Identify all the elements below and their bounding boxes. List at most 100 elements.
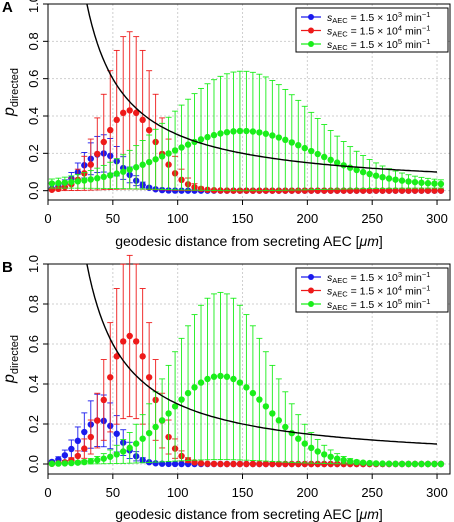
data-point xyxy=(314,150,321,158)
data-point xyxy=(74,178,82,185)
data-point xyxy=(262,130,270,137)
data-point xyxy=(113,116,120,124)
data-point xyxy=(197,136,205,143)
y-tick-label: 0.8 xyxy=(26,295,41,313)
data-point xyxy=(165,460,172,468)
data-point xyxy=(107,172,114,179)
data-point xyxy=(385,175,393,182)
data-point xyxy=(145,158,153,166)
data-point xyxy=(68,459,75,467)
data-point xyxy=(94,175,101,182)
data-point xyxy=(366,459,373,467)
data-point xyxy=(230,128,237,135)
x-axis-label: geodesic distance from secreting AEC [μm… xyxy=(115,233,383,249)
chart-panel-B: B 0 50 100 150 200 250 300 0.0 0.2 0.4 0.6 0.8 1.0 geo… xyxy=(1,254,451,522)
data-point xyxy=(113,430,120,437)
data-point xyxy=(68,445,75,453)
data-point xyxy=(424,180,432,187)
data-point xyxy=(81,428,88,436)
data-point xyxy=(230,375,237,383)
x-tick-label: 200 xyxy=(297,485,319,500)
y-axis-label: pdirected xyxy=(1,68,21,117)
data-point xyxy=(87,176,94,183)
data-point xyxy=(81,458,88,466)
data-point xyxy=(321,451,328,458)
data-point xyxy=(107,453,114,460)
data-point xyxy=(269,132,276,139)
data-point xyxy=(197,460,205,467)
data-point xyxy=(94,417,101,424)
data-point xyxy=(217,372,224,380)
legend-entry: sAEC = 1.5 × 103 min−1 xyxy=(327,10,430,25)
y-tick-label: 0.4 xyxy=(26,375,41,393)
legend-box xyxy=(295,7,449,53)
data-point xyxy=(405,187,412,194)
legend-swatch-marker xyxy=(308,41,314,47)
data-point xyxy=(74,437,82,445)
data-point xyxy=(87,161,94,168)
data-point xyxy=(113,451,120,458)
data-point xyxy=(295,435,302,442)
data-point xyxy=(204,133,211,141)
reference-curve xyxy=(86,3,438,173)
data-point xyxy=(282,423,289,431)
data-point xyxy=(171,460,179,468)
x-tick-label: 100 xyxy=(167,211,189,226)
data-point xyxy=(243,384,250,391)
data-point xyxy=(87,433,94,441)
data-point xyxy=(301,440,308,447)
data-point xyxy=(171,403,179,410)
legend-entry: sAEC = 1.5 × 105 min−1 xyxy=(327,37,430,52)
data-point xyxy=(74,452,82,460)
data-point xyxy=(152,460,159,467)
y-tick-label: 0.0 xyxy=(26,455,41,473)
data-point xyxy=(405,178,412,185)
data-point xyxy=(359,168,367,176)
y-tick-label: 0.2 xyxy=(26,415,41,433)
data-point xyxy=(398,460,406,468)
data-point xyxy=(295,141,302,149)
data-point xyxy=(314,187,321,194)
data-point xyxy=(411,460,419,468)
y-tick-label: 0.0 xyxy=(26,182,41,200)
x-tick-label: 250 xyxy=(361,211,383,226)
x-tick-label: 100 xyxy=(167,485,189,500)
legend-swatch-marker xyxy=(308,27,314,34)
data-point xyxy=(100,396,107,404)
data-point xyxy=(314,448,321,455)
data-point xyxy=(269,410,276,417)
data-point xyxy=(346,164,354,171)
data-point xyxy=(55,460,62,467)
data-point xyxy=(230,460,237,468)
data-point xyxy=(61,179,69,186)
legend-swatch-marker xyxy=(308,301,314,307)
data-point xyxy=(204,460,211,467)
data-point xyxy=(327,453,334,460)
x-tick-label: 200 xyxy=(297,211,319,226)
data-point xyxy=(333,455,341,462)
data-point xyxy=(191,384,198,391)
data-point xyxy=(139,353,146,360)
series-2 xyxy=(48,291,445,468)
data-point xyxy=(152,423,159,431)
y-tick-label: 0.6 xyxy=(26,70,41,88)
data-point xyxy=(243,127,250,135)
data-point xyxy=(301,187,308,194)
data-point xyxy=(366,187,373,194)
data-point xyxy=(372,172,380,179)
data-point xyxy=(288,139,295,146)
data-point xyxy=(262,403,270,410)
data-point xyxy=(262,460,270,468)
data-point xyxy=(353,458,360,466)
series-2 xyxy=(48,70,445,192)
data-point xyxy=(171,147,179,154)
data-point xyxy=(295,187,302,194)
data-point xyxy=(308,460,315,468)
legend-swatch-marker xyxy=(308,14,314,20)
data-point xyxy=(94,456,101,464)
data-point xyxy=(132,109,140,117)
y-tick-label: 0.4 xyxy=(26,107,41,125)
data-point xyxy=(236,127,244,135)
data-point xyxy=(249,460,257,468)
